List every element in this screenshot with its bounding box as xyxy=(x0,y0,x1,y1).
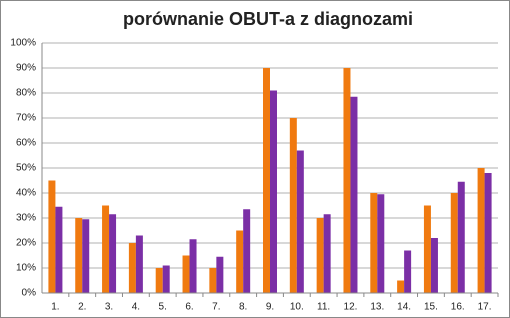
bar xyxy=(270,90,277,293)
bar xyxy=(109,214,117,293)
bar xyxy=(450,193,458,293)
bar xyxy=(430,238,438,293)
bar xyxy=(155,268,163,293)
x-tick-label: 6. xyxy=(185,302,193,313)
bar xyxy=(316,218,324,293)
bar xyxy=(457,181,465,293)
x-tick-label: 5. xyxy=(159,302,167,313)
y-tick-label: 0% xyxy=(22,288,37,299)
x-tick-label: 4. xyxy=(132,302,140,313)
bar xyxy=(182,255,190,293)
bar xyxy=(397,280,405,293)
y-tick-label: 10% xyxy=(16,263,36,274)
bar xyxy=(484,173,492,293)
bar xyxy=(423,205,431,293)
x-tick-label: 17. xyxy=(478,302,492,313)
bar xyxy=(162,265,170,293)
bar xyxy=(296,150,304,293)
x-tick-label: 11. xyxy=(317,302,330,313)
x-tick-label: 12. xyxy=(344,302,358,313)
bar xyxy=(55,206,63,293)
bar xyxy=(289,118,297,293)
bar xyxy=(263,68,270,293)
x-tick-label: 1. xyxy=(51,302,59,313)
x-tick-label: 10. xyxy=(290,302,304,313)
bar xyxy=(82,219,90,293)
bar xyxy=(236,230,244,293)
bar xyxy=(189,239,197,293)
x-tick-label: 3. xyxy=(105,302,113,313)
bar xyxy=(243,209,251,293)
bar xyxy=(323,214,331,293)
bar xyxy=(343,68,351,293)
bar xyxy=(135,235,143,293)
x-tick-label: 14. xyxy=(397,302,411,313)
bar xyxy=(370,193,378,293)
x-tick-label: 13. xyxy=(370,302,384,313)
bar xyxy=(404,250,412,293)
bar xyxy=(128,243,136,293)
y-tick-label: 80% xyxy=(16,88,36,99)
y-tick-label: 90% xyxy=(16,63,36,74)
x-tick-label: 9. xyxy=(266,302,274,313)
y-tick-label: 100% xyxy=(10,38,36,49)
y-tick-label: 50% xyxy=(16,163,36,174)
x-tick-label: 7. xyxy=(212,302,220,313)
bar xyxy=(377,194,385,293)
bar xyxy=(209,268,217,293)
x-tick-label: 16. xyxy=(451,302,465,313)
y-tick-label: 70% xyxy=(16,113,36,124)
y-tick-label: 60% xyxy=(16,138,36,149)
y-tick-label: 40% xyxy=(16,188,36,199)
chart-title: porównanie OBUT-a z diagnozami xyxy=(123,9,413,29)
bar xyxy=(477,168,485,293)
bar xyxy=(75,218,83,293)
y-tick-label: 30% xyxy=(16,213,36,224)
bar xyxy=(102,205,110,293)
bar xyxy=(350,96,358,293)
bar xyxy=(48,180,56,293)
x-tick-label: 15. xyxy=(424,302,438,313)
y-tick-label: 20% xyxy=(16,238,36,249)
bar xyxy=(216,256,224,293)
x-tick-label: 8. xyxy=(239,302,247,313)
x-tick-label: 2. xyxy=(78,302,86,313)
